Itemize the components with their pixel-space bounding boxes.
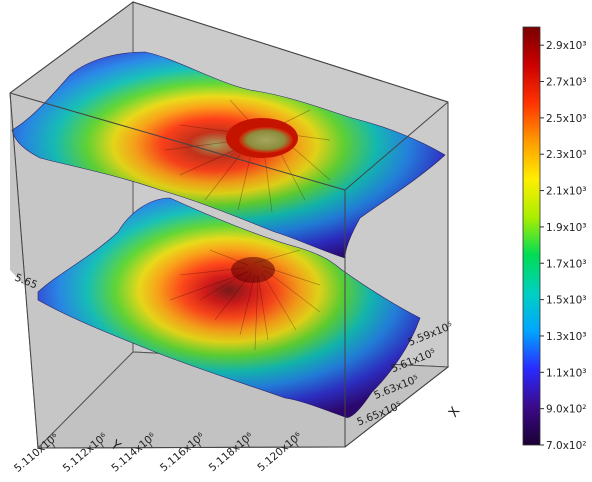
y-tick-label: 5.110x10⁶: [12, 431, 61, 475]
lower-surface: [37, 197, 421, 418]
colorbar-tick-label: 2.9x10³: [546, 40, 586, 52]
lower-summit: [231, 257, 275, 283]
y-tick-mark: [294, 441, 299, 448]
colorbar: 2.9x10³ 2.7x10³ 2.5x10³ 2.3x10³ 2.1x10³ 1.9x1…: [522, 26, 586, 452]
y-tick-mark: [100, 442, 105, 449]
box-front-edges: [9, 1, 449, 449]
box-top-back-edge: [132, 1, 449, 103]
upper-crater: [239, 127, 293, 153]
colorbar-tick-label: 2.1x10³: [546, 186, 586, 198]
upper-ridges: [164, 99, 331, 213]
colorbar-tick-label: 1.9x10³: [546, 222, 586, 234]
colorbar-ticks: 2.9x10³ 2.7x10³ 2.5x10³ 2.3x10³ 2.1x10³ 1.9x1…: [540, 40, 586, 452]
box-bottom-right-edge: [344, 366, 449, 448]
y-tick-mark: [148, 442, 153, 448]
colorbar-tick-label: 1.3x10³: [546, 331, 586, 343]
box-top-right-edge: [344, 101, 449, 191]
box-left-vertical: [9, 92, 39, 449]
y-tick-mark: [51, 442, 56, 449]
box-top-front-edge: [9, 92, 346, 191]
box-top-left-edge: [9, 1, 134, 94]
lower-surface-shading: [38, 198, 420, 418]
colorbar-tick-label: 1.1x10³: [546, 367, 586, 379]
colorbar-tick-label: 2.5x10³: [546, 113, 586, 125]
colorbar-bar: [522, 26, 541, 446]
y-tick-mark: [197, 442, 202, 448]
colorbar-tick-label: 2.7x10³: [546, 77, 586, 89]
colorbar-tick-label: 1.5x10³: [546, 295, 586, 307]
upper-surface-shading: [12, 52, 445, 258]
x-axis-title: X: [446, 404, 463, 420]
colorbar-tick-label: 9.0x10²: [546, 404, 586, 416]
colorbar-tick-label: 7.0x10²: [546, 440, 586, 452]
y-tick-mark: [246, 442, 251, 448]
upper-surface: [11, 51, 446, 259]
colorbar-tick-label: 1.7x10³: [546, 258, 586, 270]
colorbar-tick-label: 2.3x10³: [546, 149, 586, 161]
box-bottom-front-edge: [37, 446, 346, 449]
